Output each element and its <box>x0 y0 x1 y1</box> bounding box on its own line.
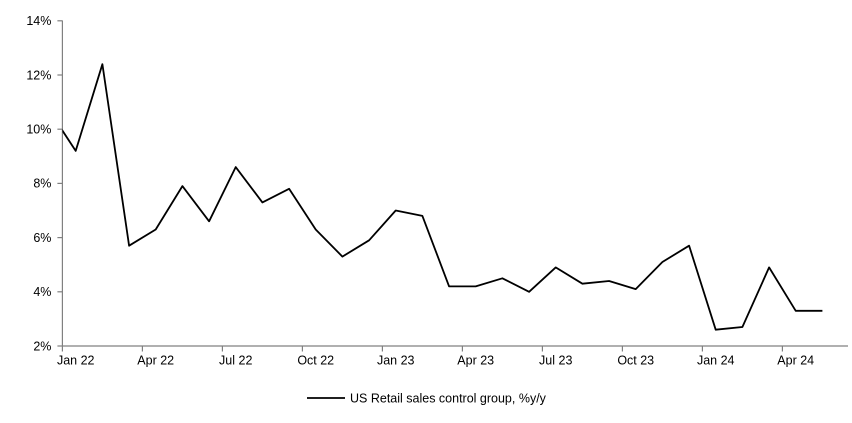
plot-area: 2% 4% 6% 8% 10% 12% 14% Jan 22 Apr 22 Jul 22 Oct 2… <box>26 14 848 368</box>
retail-sales-data-line <box>62 63 823 331</box>
x-axis-tick-label: Jul 22 <box>219 354 252 368</box>
x-axis-tick-label: Jan 24 <box>697 354 735 368</box>
y-axis-tick-label: 12% <box>26 68 51 82</box>
x-axis-tick-label: Apr 24 <box>777 354 814 368</box>
x-axis-tick-label: Oct 22 <box>297 354 334 368</box>
x-axis-tick-label: Jul 23 <box>539 354 572 368</box>
x-axis-tick-label: Jan 22 <box>57 354 95 368</box>
y-axis-tick-label: 6% <box>33 231 51 245</box>
x-axis-tick-label: Apr 22 <box>137 354 174 368</box>
x-axis-tick-label: Apr 23 <box>457 354 494 368</box>
y-axis-tick-label: 2% <box>33 339 51 353</box>
y-axis-tick-label: 8% <box>33 177 51 191</box>
chart-legend: US Retail sales control group, %y/y <box>307 392 547 406</box>
x-axis-tick-label: Jan 23 <box>377 354 415 368</box>
y-axis-tick-label: 14% <box>26 14 51 28</box>
y-axis-tick-label: 10% <box>26 123 51 137</box>
y-axis-tick-label: 4% <box>33 285 51 299</box>
legend-label: US Retail sales control group, %y/y <box>350 392 547 406</box>
x-axis-tick-label: Oct 23 <box>617 354 654 368</box>
